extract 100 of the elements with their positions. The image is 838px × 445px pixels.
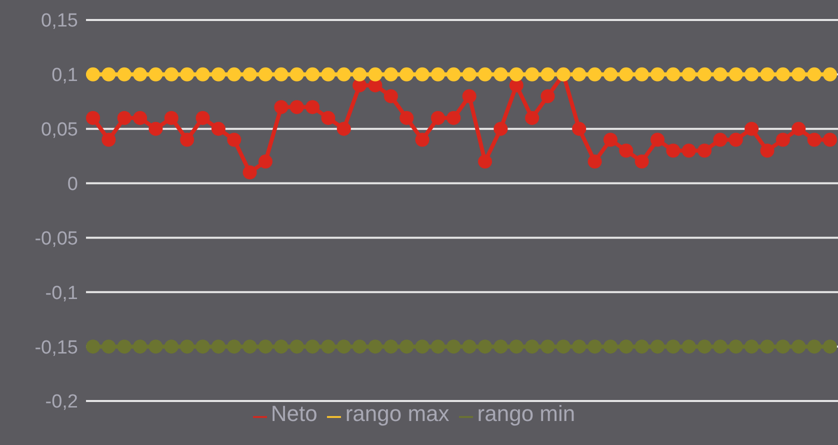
point — [650, 340, 665, 354]
point — [306, 100, 320, 114]
point — [462, 89, 476, 104]
point — [478, 340, 492, 354]
point — [525, 110, 540, 125]
point — [196, 67, 210, 82]
point — [572, 122, 586, 136]
point — [525, 340, 540, 354]
point — [619, 144, 634, 158]
point — [494, 122, 508, 136]
point — [227, 132, 242, 147]
point — [290, 67, 304, 82]
point — [321, 67, 336, 82]
point — [164, 110, 178, 125]
point — [148, 122, 163, 136]
point — [698, 144, 712, 158]
point — [666, 340, 680, 354]
y-tick-label: 0,15 — [41, 10, 78, 32]
point — [540, 340, 555, 354]
point — [650, 67, 665, 82]
point — [760, 67, 774, 82]
point — [713, 67, 728, 82]
point — [462, 67, 476, 82]
point — [728, 132, 743, 147]
point — [211, 122, 226, 136]
point — [760, 144, 774, 158]
point — [306, 67, 320, 82]
point — [462, 340, 476, 354]
point — [133, 340, 148, 354]
point — [588, 67, 602, 82]
point — [446, 110, 461, 125]
point — [86, 340, 100, 354]
point — [400, 340, 414, 354]
point — [446, 340, 461, 354]
point — [792, 340, 806, 354]
legend-label: rango max — [345, 401, 450, 426]
point — [603, 67, 618, 82]
point — [148, 340, 163, 354]
point — [744, 340, 759, 354]
point — [823, 132, 837, 147]
point — [384, 67, 398, 82]
point — [509, 340, 524, 354]
point — [242, 165, 257, 180]
point — [744, 122, 759, 136]
point — [180, 67, 194, 82]
point — [164, 340, 178, 354]
point — [525, 67, 540, 82]
point — [634, 67, 649, 82]
point — [242, 340, 257, 354]
point — [86, 110, 100, 125]
point — [713, 340, 728, 354]
point — [634, 154, 649, 169]
point — [415, 132, 430, 147]
point — [728, 340, 743, 354]
point — [650, 132, 665, 147]
point — [384, 89, 398, 104]
point — [603, 132, 618, 147]
point — [117, 67, 132, 82]
point — [290, 100, 304, 114]
point — [760, 340, 774, 354]
point — [321, 110, 336, 125]
point — [823, 340, 837, 354]
point — [400, 110, 414, 125]
point — [776, 340, 790, 354]
point — [682, 144, 696, 158]
point — [117, 110, 132, 125]
point — [776, 132, 790, 147]
point — [478, 154, 492, 169]
point — [227, 67, 242, 82]
point — [807, 67, 822, 82]
point — [196, 340, 210, 354]
point — [102, 67, 116, 82]
point — [86, 67, 100, 82]
point — [603, 340, 618, 354]
point — [494, 340, 508, 354]
point — [336, 67, 351, 82]
point — [321, 340, 336, 354]
point — [274, 67, 288, 82]
point — [682, 67, 696, 82]
point — [430, 67, 445, 82]
point — [415, 67, 430, 82]
point — [446, 67, 461, 82]
y-tick-label: -0,05 — [34, 228, 78, 250]
point — [196, 110, 210, 125]
y-tick-label: 0,05 — [41, 120, 78, 141]
point — [588, 340, 602, 354]
point — [133, 110, 148, 125]
point — [556, 340, 570, 354]
point — [619, 340, 634, 354]
point — [227, 340, 242, 354]
point — [728, 67, 743, 82]
point — [666, 67, 680, 82]
legend-label: rango min — [477, 401, 576, 426]
y-tick-label: -0,2 — [45, 392, 78, 413]
point — [180, 132, 194, 147]
point — [634, 340, 649, 354]
point — [698, 340, 712, 354]
point — [306, 340, 320, 354]
point — [792, 67, 806, 82]
point — [368, 340, 382, 354]
